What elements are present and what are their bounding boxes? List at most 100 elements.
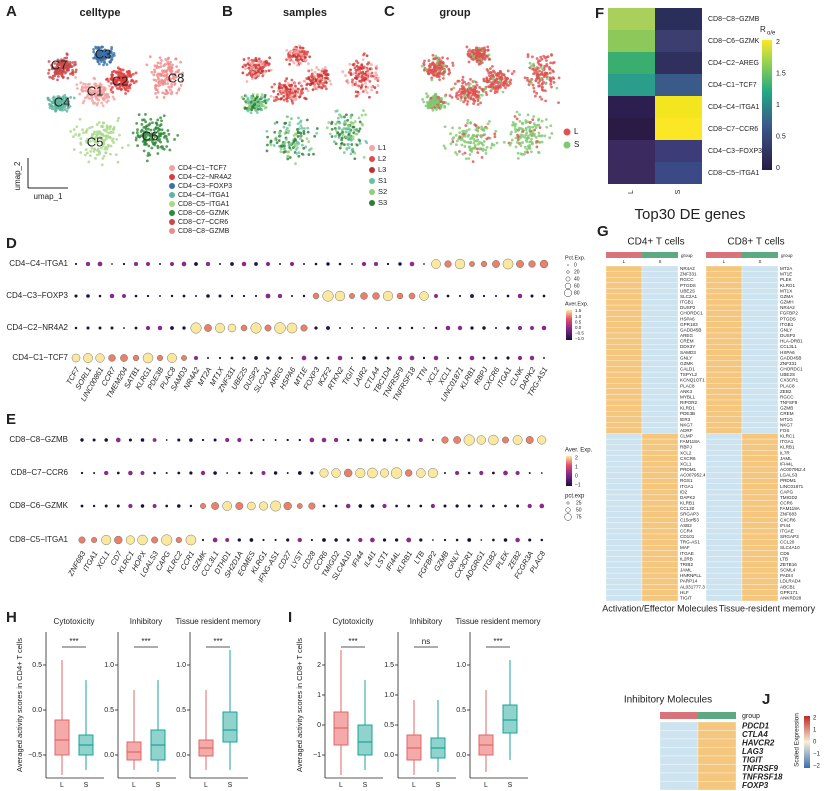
heat-cell: [605, 377, 643, 384]
row-label: CD4−C2−AREG: [708, 60, 759, 67]
cell-point: [536, 118, 540, 122]
heat-cell: [705, 433, 743, 440]
heat-cell: [605, 422, 643, 429]
dot: [134, 326, 138, 330]
cell-point: [59, 66, 63, 70]
cell-point: [442, 76, 445, 80]
heat-cell: [705, 355, 743, 362]
cell-point: [513, 115, 517, 118]
dot: [397, 355, 403, 361]
cell-point: [510, 130, 513, 134]
heat-cell: [705, 572, 743, 579]
dot: [159, 263, 161, 265]
box: [502, 704, 518, 734]
cell-point: [84, 89, 88, 92]
cell-point: [157, 127, 161, 131]
cell-point: [523, 152, 526, 156]
cell-point: [536, 74, 540, 78]
heat-cell: [705, 383, 743, 389]
cell-point: [311, 88, 315, 92]
cell-point: [349, 136, 353, 140]
dot: [360, 292, 368, 300]
cell-point: [469, 87, 472, 91]
colorbar-title: R: [760, 25, 766, 34]
dot: [396, 292, 404, 300]
cell-point: [242, 58, 246, 61]
cell-point: [452, 86, 456, 90]
colorbar-title: o/e: [767, 31, 776, 37]
cell-point: [101, 121, 105, 125]
gene-label: AL031777.3: [680, 584, 705, 589]
cell-point: [351, 78, 354, 82]
panel-letter: C: [384, 3, 395, 20]
heat-cell: [605, 427, 643, 434]
cell-point: [466, 121, 469, 125]
cell-point: [536, 61, 540, 64]
cell-point: [349, 73, 353, 76]
gene-label: ANK3: [680, 389, 692, 394]
cell-point: [260, 93, 264, 97]
gene-label: LTB: [780, 556, 788, 561]
cell-point: [365, 54, 369, 58]
cell-point: [157, 77, 160, 81]
heat-cell: [741, 344, 779, 350]
cell-point: [476, 95, 480, 98]
cluster-label: C2: [112, 73, 129, 88]
cell-point: [537, 81, 540, 85]
cell-point: [293, 142, 297, 146]
cell-point: [106, 93, 110, 96]
cell-point: [162, 147, 166, 151]
dot: [249, 538, 254, 542]
cell-point: [272, 89, 276, 93]
cell-point: [114, 153, 118, 157]
legend-label: S3: [378, 198, 387, 207]
cell-point: [284, 137, 288, 141]
heat-cell: [641, 422, 679, 429]
cell-point: [310, 72, 314, 76]
heat-cell: [705, 489, 743, 496]
heat-cell: [659, 738, 699, 748]
gene-label: KCNQ1OT1: [680, 378, 705, 383]
heat-cell: [608, 8, 655, 30]
cell-point: [123, 79, 127, 82]
col-label: S: [658, 259, 661, 264]
cell-point: [294, 132, 298, 136]
group-bar: [706, 252, 742, 258]
cell-point: [255, 111, 259, 114]
heat-cell: [605, 450, 643, 456]
heat-cell: [655, 118, 702, 140]
gene-label: AC007952.4: [680, 473, 706, 478]
panel-letter: H: [6, 609, 17, 626]
cell-point: [140, 128, 144, 132]
heat-cell: [605, 595, 643, 602]
cell-point: [160, 119, 163, 123]
cell-point: [435, 56, 438, 60]
cell-point: [502, 140, 506, 144]
cell-point: [93, 82, 97, 86]
cell-point: [488, 57, 492, 61]
cell-point: [535, 123, 539, 127]
cell-point: [90, 136, 94, 139]
cell-point: [87, 160, 91, 164]
dot: [467, 504, 471, 508]
dot: [527, 503, 532, 509]
gene-label: HLF: [680, 590, 689, 595]
legend-dot: [565, 276, 571, 282]
cell-point: [57, 95, 61, 99]
cluster-label: C4: [54, 94, 71, 109]
heat-cell: [605, 572, 643, 579]
dot: [218, 356, 222, 360]
cell-point: [93, 92, 97, 95]
heat-cell: [705, 299, 743, 306]
heat-cell: [605, 411, 643, 417]
heat-cell: [741, 383, 779, 389]
cell-point: [318, 80, 322, 83]
cell-point: [86, 137, 90, 141]
cell-point: [364, 113, 367, 117]
cell-point: [156, 91, 160, 94]
gene-label: GNLY: [680, 355, 692, 360]
cell-point: [447, 72, 451, 76]
cell-point: [96, 153, 99, 157]
heat-cell: [659, 721, 699, 731]
cell-point: [118, 133, 121, 137]
